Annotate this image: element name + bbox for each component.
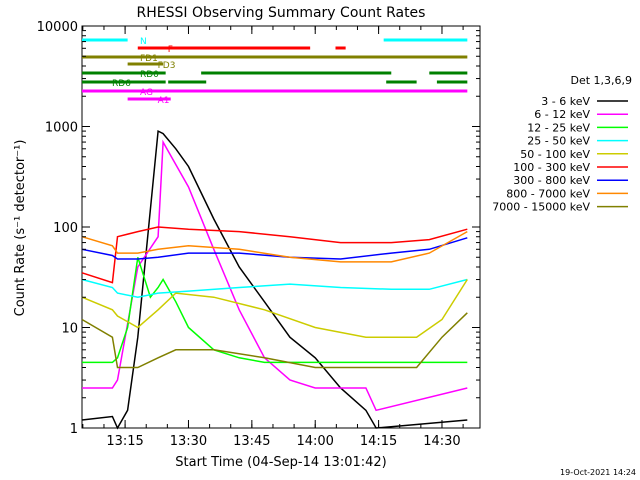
legend-item: 50 - 100 keV (520, 148, 590, 161)
plot-area (81, 25, 481, 429)
series-line (81, 278, 468, 298)
footer-timestamp: 19-Oct-2021 14:24 (560, 468, 636, 477)
series-line (82, 257, 468, 364)
chart-title: RHESSI Observing Summary Count Rates (137, 5, 426, 21)
y-tick-label: 1 (70, 422, 78, 437)
y-tick-label: 100 (53, 221, 78, 236)
legend-item: 300 - 800 keV (513, 174, 590, 187)
series-line (81, 237, 468, 260)
flag-label: RD0 (140, 70, 159, 80)
plot-frame (81, 25, 481, 429)
y-tick-label: 10000 (37, 20, 78, 35)
series-line (81, 226, 468, 284)
series-line (81, 279, 468, 338)
y-axis-label: Count Rate (s⁻¹ detector⁻¹) (13, 140, 28, 317)
flag-label: FD1 (140, 54, 158, 64)
series-line (81, 129, 468, 430)
legend-item: 25 - 50 keV (527, 135, 590, 148)
series-lines (81, 129, 468, 430)
y-tick-label: 1000 (45, 121, 78, 136)
x-tick-label: 13:30 (170, 434, 207, 449)
axes: 1 10 100 1000 10000 13:15 13:30 13:45 14:00 14:15… (37, 20, 480, 449)
flag-label: A1 (158, 96, 170, 106)
legend-item: 12 - 25 keV (527, 121, 590, 134)
legend-item: 7000 - 15000 keV (492, 201, 590, 214)
flag-label: N (140, 37, 147, 47)
legend-title: Det 1,3,6,9 (570, 74, 632, 87)
flag-label: F (168, 45, 173, 55)
legend-item: 100 - 300 keV (513, 161, 590, 174)
legend-item: 3 - 6 keV (541, 95, 590, 108)
series-line (81, 230, 468, 263)
x-tick-label: 14:15 (360, 434, 397, 449)
x-tick-label: 14:30 (423, 434, 460, 449)
flag-label: FD3 (158, 61, 176, 71)
flag-label: RD6 (112, 79, 131, 89)
x-tick-label: 14:00 (296, 434, 333, 449)
x-axis-label: Start Time (04-Sep-14 13:01:42) (175, 455, 386, 470)
y-tick-label: 10 (61, 322, 78, 337)
x-tick-label: 13:15 (106, 434, 143, 449)
series-line (81, 312, 468, 369)
series-line (82, 139, 468, 412)
legend-item: 6 - 12 keV (534, 108, 590, 121)
legend-item: 800 - 7000 keV (506, 187, 590, 200)
flag-label: AG (140, 88, 153, 98)
x-tick-label: 13:45 (233, 434, 270, 449)
